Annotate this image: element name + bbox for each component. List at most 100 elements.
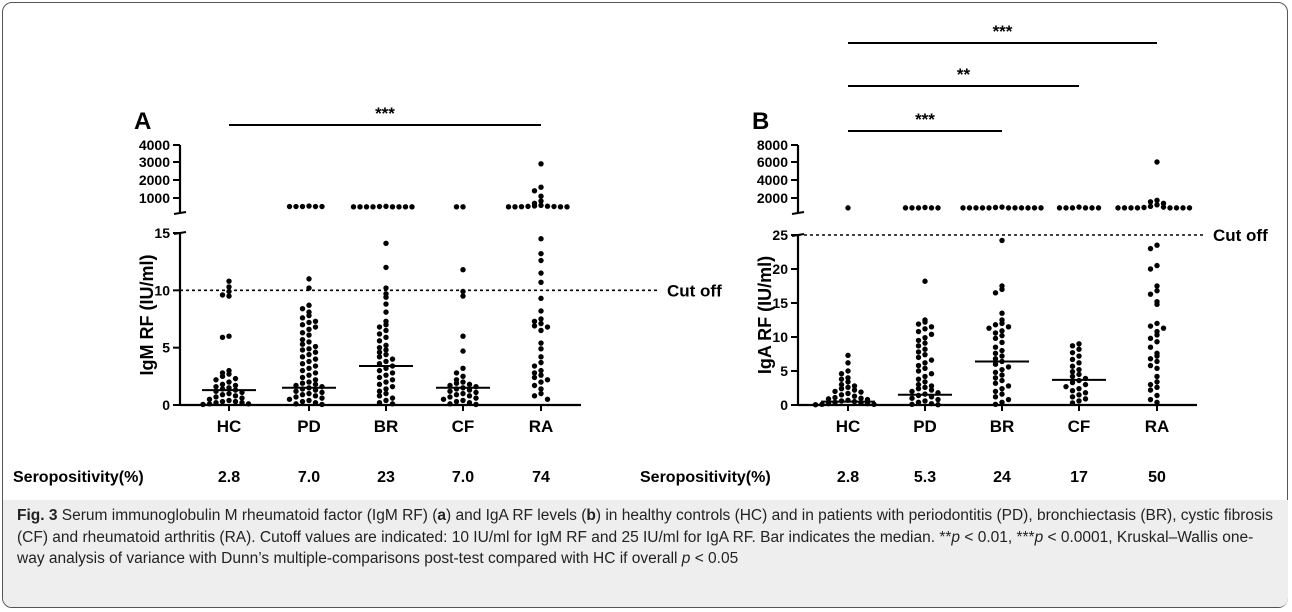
panel-b-data-point <box>858 395 864 401</box>
panel-a-data-point <box>299 398 306 405</box>
panel-b-y-tick-label: 0 <box>780 397 788 413</box>
panel-a-data-point <box>544 396 551 402</box>
panel-a-data-point <box>544 203 551 209</box>
panel-a-data-point <box>306 339 312 345</box>
panel-b-data-point <box>1154 262 1160 269</box>
panel-b-data-point <box>999 377 1005 384</box>
panel-a-y-tick-label: 10 <box>154 282 170 298</box>
panel-b-data-point <box>1069 388 1076 394</box>
panel-b-data-point <box>915 368 922 374</box>
panel-a-category-label: PD <box>297 417 321 436</box>
panel-a-data-point <box>538 236 544 242</box>
panel-a-data-point <box>531 188 538 194</box>
panel-a-data-point <box>447 394 453 400</box>
panel-a-data-point <box>538 340 544 346</box>
panel-b-data-point <box>1160 325 1167 331</box>
panel-b-data-point <box>1154 301 1160 308</box>
caption-fig-label: Fig. 3 <box>17 507 58 524</box>
panel-a-data-point <box>531 323 538 329</box>
panel-b-data-point <box>992 380 999 386</box>
panel-b-data-point <box>992 335 999 342</box>
panel-b-data-point <box>1147 323 1154 329</box>
panel-a-y-tick-label: 2000 <box>139 172 170 188</box>
panel-a-data-point <box>219 391 226 398</box>
panel-a-data-point <box>538 379 544 385</box>
figure-chart: A IgM RF (IU/ml) 0510151000200030004000C… <box>13 22 1268 486</box>
panel-a-data-point <box>299 322 306 328</box>
panel-a-data-point <box>312 349 319 355</box>
panel-b-data-point <box>973 205 979 211</box>
panel-b-data-point <box>1147 266 1154 272</box>
panel-a-data-point <box>531 370 538 376</box>
panel-a-y-tick-label: 15 <box>154 225 170 241</box>
panel-b-seropositivity-value: 17 <box>1070 469 1088 486</box>
panel-b-data-point <box>838 376 845 382</box>
panel-a-data-point <box>319 389 325 396</box>
panel-a-data-point <box>538 386 544 392</box>
panel-a-data-point <box>531 374 538 381</box>
panel-b-category-label: HC <box>836 417 861 436</box>
panel-b-data-point <box>915 381 922 388</box>
panel-a-data-point <box>531 363 538 369</box>
panel-a-data-point <box>312 324 319 330</box>
panel-a-data-point <box>460 333 466 339</box>
panel-a-data-point <box>357 204 363 210</box>
panel-a-data-point <box>538 372 544 378</box>
panel-b-category-label: PD <box>913 417 937 436</box>
panel-b-data-point <box>999 366 1005 373</box>
panel-a-category-label: BR <box>374 417 399 436</box>
panel-a-data-point <box>306 312 312 319</box>
panel-b-data-point <box>992 290 999 296</box>
panel-a-data-point <box>383 294 389 300</box>
panel-b-data-point <box>1147 203 1154 210</box>
panel-a-seropositivity-value: 7.0 <box>298 469 320 486</box>
panel-b-data-point <box>1076 371 1082 378</box>
panel-b-data-point <box>845 384 851 391</box>
panel-b-data-point <box>922 373 928 380</box>
panel-a-y-tick-label: 5 <box>162 340 170 356</box>
panel-a-data-point <box>466 400 473 406</box>
caption-p-1: p <box>951 528 961 546</box>
panel-a-data-point <box>538 184 544 190</box>
panel-b-significance-stars: *** <box>915 110 935 129</box>
panel-a-data-point <box>383 327 389 334</box>
panel-a-data-point <box>460 373 466 380</box>
panel-b-data-point <box>851 393 858 399</box>
panel-a-data-point <box>232 398 239 405</box>
panel-a-data-point <box>538 279 544 286</box>
panel-a-y-tick-label: 3000 <box>139 154 170 170</box>
panel-a-data-point <box>312 343 319 350</box>
panel-b-data-point <box>922 340 928 346</box>
panel-a-data-point <box>538 198 544 204</box>
panel-a-data-point <box>213 377 219 383</box>
panel-b-data-point <box>1082 381 1089 388</box>
panel-a-data-point <box>299 330 306 336</box>
panel-a-data-point <box>551 203 557 210</box>
panel-b-data-point <box>1147 199 1154 205</box>
panel-b-data-point <box>845 205 851 211</box>
panel-b-data-point <box>1147 381 1154 388</box>
panel-b-data-point <box>922 351 928 358</box>
panel-b-data-point <box>922 278 928 284</box>
panel-b-data-point <box>909 205 915 211</box>
panel-a-data-point <box>383 342 389 349</box>
caption-p-3: p <box>681 550 691 567</box>
panel-a-data-point <box>466 393 473 399</box>
panel-a-data-point <box>293 401 299 407</box>
panel-a-data-point <box>312 203 319 210</box>
panel-b-data-point <box>1069 379 1076 386</box>
panel-a-data-point <box>538 250 544 257</box>
panel-a-data-point <box>447 388 453 394</box>
panel-b-y-tick-label: 8000 <box>757 137 788 153</box>
panel-b-y-tick-label: 10 <box>772 329 788 345</box>
panel-b-data-point <box>1154 379 1160 385</box>
panel-a-data-point <box>200 401 206 408</box>
panel-a-data-point <box>538 295 544 302</box>
panel-b-data-point <box>999 310 1005 316</box>
panel-b-data-point <box>1154 392 1160 399</box>
panel-b-data-point <box>999 391 1005 397</box>
panel-a-data-point <box>239 400 245 406</box>
panel-b-data-point <box>992 350 999 357</box>
